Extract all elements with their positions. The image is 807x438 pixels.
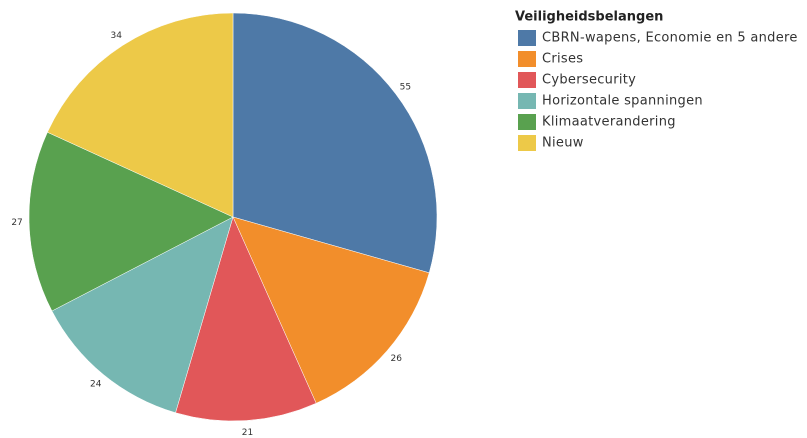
legend-label: Crises [542, 52, 583, 67]
value-label: 27 [11, 218, 22, 228]
legend-swatch [518, 72, 536, 88]
legend-swatch [518, 135, 536, 151]
value-label: 55 [400, 82, 411, 92]
legend-label: Nieuw [542, 136, 584, 151]
legend-swatch [518, 114, 536, 130]
legend-label: Horizontale spanningen [542, 94, 703, 109]
pie-slice [51, 216, 234, 414]
pie-slice [232, 12, 438, 274]
legend-swatch [518, 30, 536, 46]
pie-slice [232, 216, 430, 404]
legend-title: Veiligheidsbelangen [515, 10, 663, 25]
value-label: 34 [110, 31, 122, 41]
pie-slice [175, 216, 317, 422]
legend-swatch [518, 51, 536, 67]
legend-label: Cybersecurity [542, 73, 636, 88]
pie-slice [28, 131, 234, 312]
legend-swatch [518, 93, 536, 109]
value-label: 21 [242, 428, 253, 438]
legend-label: Klimaatverandering [542, 115, 676, 130]
legend-label: CBRN-wapens, Economie en 5 andere [542, 31, 798, 46]
value-label: 26 [391, 354, 403, 364]
value-label: 24 [90, 379, 102, 389]
pie-slice [47, 12, 234, 218]
